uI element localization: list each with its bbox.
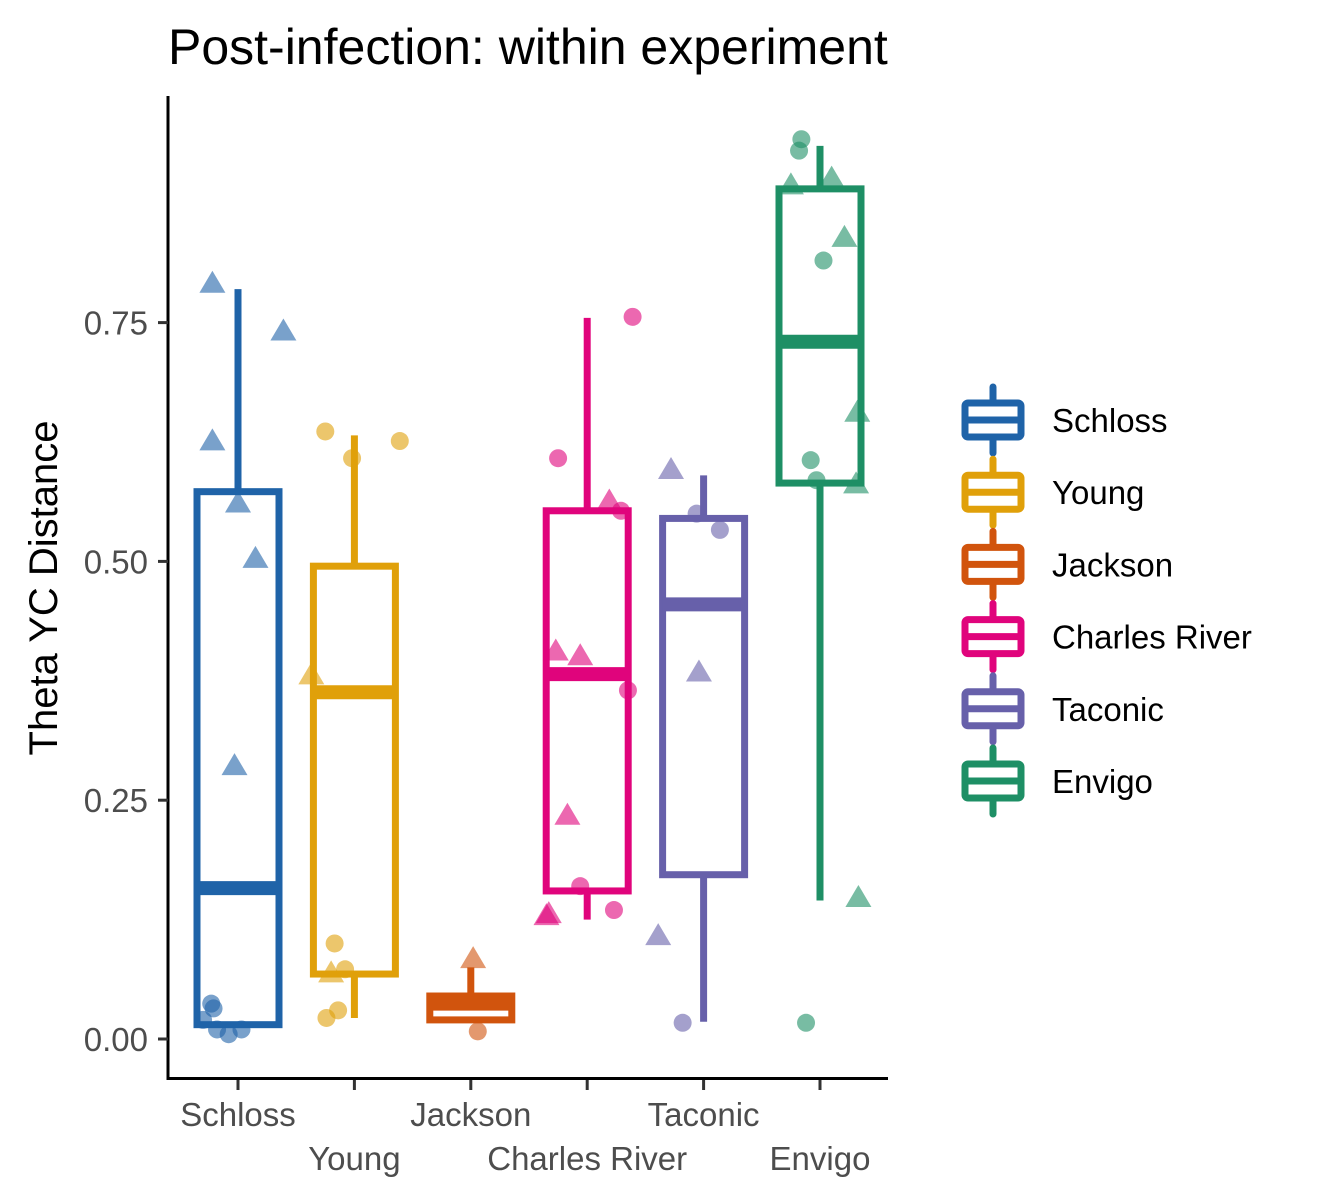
data-point-triangle (270, 318, 297, 341)
data-point-triangle (242, 545, 269, 568)
data-point-triangle (554, 802, 581, 825)
data-point-triangle (199, 270, 226, 293)
y-axis-label: Theta YC Distance (22, 421, 66, 756)
y-tick-label: 0.00 (84, 1021, 148, 1058)
data-point-triangle (225, 490, 251, 513)
data-point-circle (390, 432, 409, 451)
data-point-triangle (658, 457, 685, 480)
data-point-triangle (567, 643, 594, 666)
data-point-circle (316, 422, 335, 441)
x-tick-label: Taconic (648, 1096, 760, 1133)
box-iqr (659, 514, 749, 879)
legend-label: Taconic (1052, 691, 1164, 728)
legend-label: Jackson (1052, 546, 1173, 583)
legend-item: Taconic (961, 672, 1164, 746)
y-tick-label: 0.50 (84, 543, 148, 580)
data-point-circle (329, 1001, 348, 1020)
data-point-circle (797, 1013, 816, 1032)
legend-item: Envigo (961, 744, 1153, 818)
data-point-triangle (845, 884, 872, 907)
x-tick-label: Young (308, 1140, 400, 1177)
data-point-circle (814, 251, 833, 270)
data-point-circle (673, 1013, 692, 1032)
plot-boxes (193, 145, 865, 1029)
y-tick-label: 0.75 (84, 305, 148, 342)
y-ticks: 0.00 0.25 0.50 0.75 (84, 305, 168, 1058)
data-point-circle (549, 449, 568, 468)
legend-label: Schloss (1052, 402, 1168, 439)
data-point-triangle (844, 399, 871, 422)
legend-item: Schloss (961, 383, 1168, 457)
plot-points (194, 130, 872, 1044)
x-tick-label: Schloss (180, 1096, 296, 1133)
data-point-circle (710, 520, 729, 539)
x-tick-label: Jackson (410, 1096, 531, 1133)
data-point-triangle (818, 165, 845, 188)
data-point-triangle (533, 903, 560, 926)
x-tick-label: Charles River (487, 1140, 687, 1177)
data-point-triangle (221, 753, 248, 776)
legend-label: Envigo (1052, 763, 1153, 800)
data-point-triangle (831, 224, 858, 247)
y-tick-label: 0.25 (84, 782, 148, 819)
legend-item: Charles River (961, 600, 1252, 674)
data-point-circle (801, 451, 820, 470)
box-iqr (542, 507, 632, 895)
data-point-triangle (685, 659, 712, 682)
legend-item: Jackson (961, 527, 1173, 601)
legend: Schloss Young Jackson Charles River Taconic E… (961, 383, 1252, 818)
data-point-circle (790, 141, 809, 160)
chart-title: Post-infection: within experiment (168, 19, 888, 75)
legend-label: Charles River (1052, 619, 1252, 656)
x-ticks: Schloss Young Jackson Charles River Taconic E… (180, 1080, 870, 1177)
box-iqr (193, 488, 283, 1029)
data-point-circle (468, 1022, 487, 1041)
data-point-triangle (199, 428, 226, 451)
data-point-circle (604, 901, 623, 920)
data-point-circle (325, 934, 344, 953)
data-point-triangle (460, 946, 487, 969)
data-point-circle (204, 999, 223, 1018)
legend-item: Young (961, 455, 1144, 529)
data-point-triangle (645, 923, 672, 946)
data-point-circle (623, 307, 642, 326)
x-tick-label: Envigo (770, 1140, 871, 1177)
legend-label: Young (1052, 474, 1144, 511)
box-iqr (309, 562, 399, 978)
